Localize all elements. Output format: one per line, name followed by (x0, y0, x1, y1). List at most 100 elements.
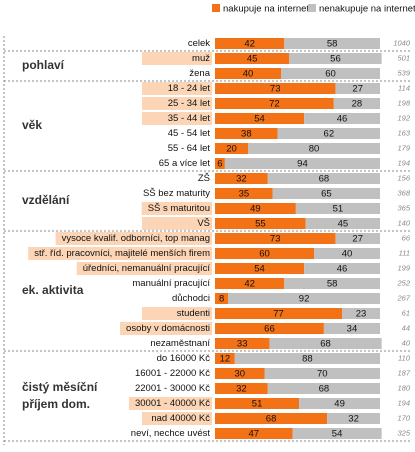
row-label: osoby v domácnosti (126, 323, 210, 334)
value-label: 32 (236, 384, 247, 395)
bar-segment (335, 233, 380, 244)
row-highlight (28, 247, 212, 260)
bar-segment (215, 218, 306, 229)
bar-segment (215, 68, 281, 79)
row-label: studenti (177, 308, 210, 319)
bar-segment (281, 68, 380, 79)
bar-segment (333, 98, 380, 109)
row-label: manuální pracující (132, 278, 210, 289)
n-label: 187 (397, 368, 410, 377)
bar-segment (289, 53, 382, 64)
n-label: 194 (397, 158, 410, 167)
legend-swatch (308, 4, 316, 12)
legend-label: nenakupuje na internetu (319, 4, 415, 15)
value-label: 49 (334, 399, 345, 410)
n-label: 40 (402, 338, 411, 347)
n-label: 180 (397, 383, 410, 392)
bar-segment (304, 113, 380, 124)
n-label: 368 (397, 188, 410, 197)
bar-segment (292, 428, 382, 439)
n-label: 163 (397, 128, 410, 137)
n-label: 114 (398, 83, 410, 92)
row-highlight (142, 97, 212, 110)
bar-segment (215, 263, 305, 274)
row-highlight (55, 232, 212, 245)
value-label: 46 (337, 114, 348, 125)
value-label: 66 (264, 324, 275, 335)
n-label: 44 (402, 323, 410, 332)
group-label: ek. aktivita (22, 283, 84, 297)
value-label: 60 (259, 249, 270, 260)
value-label: 32 (348, 414, 359, 425)
row-highlight (76, 262, 212, 275)
value-label: 6 (217, 159, 222, 170)
bar-segment (215, 113, 305, 124)
bar-segment (215, 293, 229, 304)
value-label: 8 (219, 294, 224, 305)
bar-segment (215, 338, 270, 349)
n-label: 501 (397, 53, 410, 62)
bar-segment (267, 173, 380, 184)
row-label: SŠ bez maturity (143, 188, 210, 199)
group-label: vzdělání (22, 193, 70, 207)
n-label: 111 (399, 248, 410, 257)
n-label: 170 (397, 413, 410, 422)
row-label: důchodci (172, 293, 210, 304)
value-label: 68 (319, 174, 330, 185)
value-label: 45 (338, 219, 349, 230)
value-label: 77 (273, 309, 284, 320)
value-label: 55 (255, 219, 266, 230)
value-label: 35 (239, 189, 250, 200)
n-label: 156 (397, 173, 410, 182)
row-highlight (142, 52, 212, 65)
bar-segment (215, 323, 324, 334)
value-label: 30 (234, 369, 245, 380)
highlights (28, 52, 212, 425)
row-label: vysoce kvalif. odborníci, top manag (62, 233, 210, 244)
row-highlight (141, 202, 212, 215)
value-label: 88 (302, 354, 313, 365)
bar-segment (299, 398, 380, 409)
value-label: 68 (320, 339, 331, 350)
row-label: neví, nechce uvést (131, 428, 211, 439)
row-label: stř. říd. pracovníci, majitelé menších f… (34, 248, 210, 259)
bar-segment (305, 218, 380, 229)
bar-segment (314, 248, 380, 259)
row-label: 18 - 24 let (168, 83, 211, 94)
n-label: 179 (397, 143, 410, 152)
value-label: 28 (352, 99, 363, 110)
value-label: 54 (254, 114, 265, 125)
bar-segment (323, 323, 380, 334)
value-label: 12 (220, 354, 231, 365)
bar-segment (215, 383, 268, 394)
value-label: 60 (325, 69, 336, 80)
value-label: 68 (266, 414, 277, 425)
bar-segment (215, 173, 268, 184)
value-label: 58 (327, 279, 338, 290)
bar-segment (215, 128, 278, 139)
value-label: 32 (236, 174, 247, 185)
bar-segment (272, 188, 380, 199)
group-label: čistý měsíční příjem dom. (22, 380, 98, 411)
bar-segment (215, 188, 273, 199)
bar-segment (215, 83, 336, 94)
row-label: nad 40000 Kč (151, 413, 210, 424)
row-label: 45 - 54 let (168, 128, 211, 139)
value-label: 27 (352, 234, 363, 245)
bar-segment (277, 128, 380, 139)
row-highlight (142, 112, 212, 125)
bar-segment (215, 278, 285, 289)
row-label: ZŠ (198, 173, 210, 184)
value-label: 58 (327, 39, 338, 50)
value-label: 33 (237, 339, 248, 350)
value-label: 42 (244, 39, 255, 50)
value-label: 94 (297, 159, 308, 170)
n-label: 198 (397, 98, 410, 107)
row-label: 65 a více let (159, 158, 211, 169)
bar-segment (215, 398, 300, 409)
value-label: 49 (250, 204, 261, 215)
bar-segment (295, 203, 380, 214)
n-label: 110 (398, 353, 411, 362)
bar-segment (215, 248, 314, 259)
